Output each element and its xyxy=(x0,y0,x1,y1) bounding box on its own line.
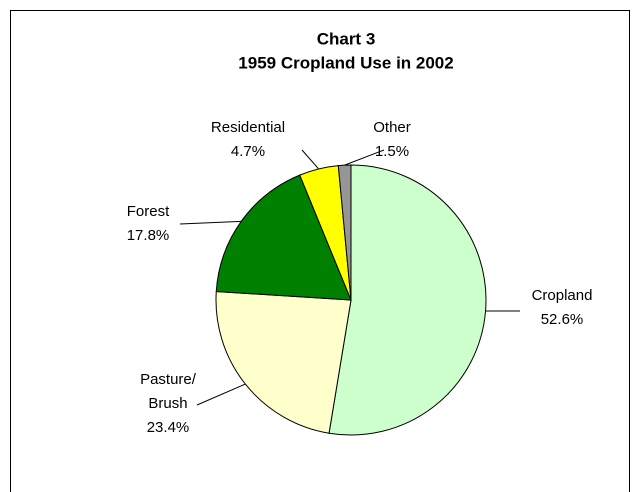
slice-value-label: 23.4% xyxy=(147,419,190,436)
chart-subtitle: 1959 Cropland Use in 2002 xyxy=(238,53,453,72)
leader-line xyxy=(301,149,320,170)
slice-value-label: 17.8% xyxy=(127,227,170,244)
pie-slice xyxy=(328,164,487,436)
chart-title: Chart 3 xyxy=(317,29,376,48)
slice-value-label: 1.5% xyxy=(375,143,409,160)
pie-slice xyxy=(337,164,352,301)
pie-slice xyxy=(215,290,352,434)
slice-category-label: Residential xyxy=(211,119,285,136)
leader-line xyxy=(344,149,385,166)
slice-category-label: Cropland xyxy=(532,287,593,304)
slice-category-label: Other xyxy=(373,119,411,136)
leader-line xyxy=(179,220,242,225)
leader-line xyxy=(196,383,246,406)
slice-category-label: Forest xyxy=(127,203,170,220)
slice-category-label: Pasture/Brush xyxy=(140,371,197,412)
slice-value-label: 52.6% xyxy=(541,311,584,328)
slice-value-label: 4.7% xyxy=(231,143,265,160)
pie-slice xyxy=(215,174,352,301)
